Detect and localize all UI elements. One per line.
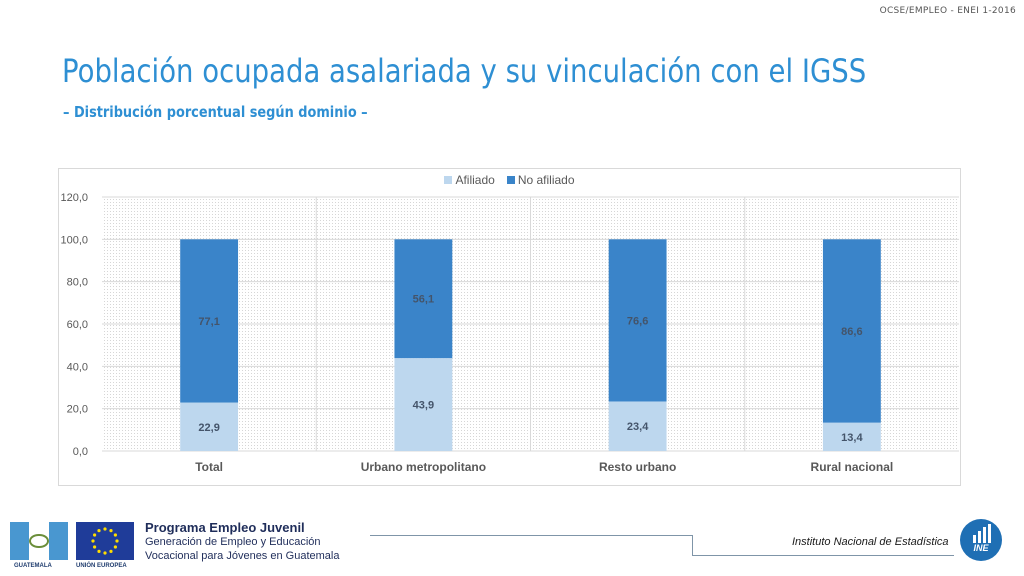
legend-item-afiliado: Afiliado	[444, 173, 495, 187]
footer-divider-right	[692, 555, 954, 556]
data-label-afiliado: 43,9	[413, 400, 434, 412]
data-label-no-afiliado: 56,1	[413, 294, 434, 306]
footer-divider	[370, 535, 692, 536]
program-line-2: Vocacional para Jóvenes en Guatemala	[145, 550, 340, 562]
institute-name: Instituto Nacional de Estadística	[792, 536, 949, 548]
legend-swatch-afiliado	[444, 176, 453, 184]
bar-no-afiliado	[822, 239, 881, 423]
x-tick-label: Total	[195, 460, 223, 474]
bar-no-afiliado	[180, 239, 239, 403]
footer-divider-step	[692, 535, 693, 555]
bar-no-afiliado	[608, 239, 667, 402]
data-label-afiliado: 13,4	[841, 432, 863, 444]
legend-swatch-no-afiliado	[506, 176, 515, 184]
y-tick-label: 60,0	[67, 319, 88, 331]
data-label-no-afiliado: 86,6	[841, 326, 862, 338]
ine-logo: INE	[960, 519, 1002, 561]
data-label-no-afiliado: 76,6	[627, 315, 648, 327]
data-label-no-afiliado: 77,1	[198, 316, 219, 328]
eu-flag-logo	[76, 522, 134, 560]
data-label-afiliado: 22,9	[198, 422, 219, 434]
x-tick-label: Resto urbano	[599, 460, 676, 474]
data-label-afiliado: 23,4	[627, 421, 649, 433]
legend-label-no-afiliado: No afiliado	[517, 173, 575, 187]
y-tick-label: 100,0	[60, 234, 88, 246]
bar-afiliado	[822, 422, 881, 451]
program-title: Programa Empleo Juvenil	[145, 520, 305, 535]
y-tick-label: 120,0	[60, 192, 88, 204]
y-tick-label: 80,0	[67, 277, 88, 289]
bar-afiliado	[608, 401, 667, 451]
x-tick-label: Urbano metropolitano	[361, 460, 486, 474]
ine-logo-text: INE	[973, 543, 989, 553]
y-tick-label: 40,0	[67, 361, 88, 373]
bar-no-afiliado	[394, 239, 453, 359]
guatemala-caption: GUATEMALA	[14, 563, 52, 569]
report-code: OCSE/EMPLEO - ENEI 1-2016	[879, 6, 1016, 16]
y-tick-label: 20,0	[67, 404, 88, 416]
chart-legend: Afiliado No afiliado	[59, 173, 960, 187]
page-subtitle: – Distribución porcentual según dominio …	[63, 103, 368, 121]
stacked-bar-chart: 0,0 20,0 40,0 60,0 80,0 100,0 120,0 22,9 77,1 Tot…	[60, 192, 959, 474]
y-tick-label: 0,0	[73, 446, 88, 458]
x-tick-label: Rural nacional	[811, 460, 894, 474]
eu-caption: UNIÓN EUROPEA	[76, 563, 127, 569]
bar-afiliado	[394, 358, 453, 451]
legend-label-afiliado: Afiliado	[455, 173, 495, 187]
bar-afiliado	[180, 402, 239, 451]
program-line-1: Generación de Empleo y Educación	[145, 536, 321, 548]
legend-item-no-afiliado: No afiliado	[506, 173, 575, 187]
page-title: Población ocupada asalariada y su vincul…	[62, 52, 867, 90]
guatemala-flag-logo	[10, 522, 68, 560]
chart-container: Afiliado No afiliado 0,0 20,0 40,0 60,0 80,0…	[58, 168, 961, 486]
